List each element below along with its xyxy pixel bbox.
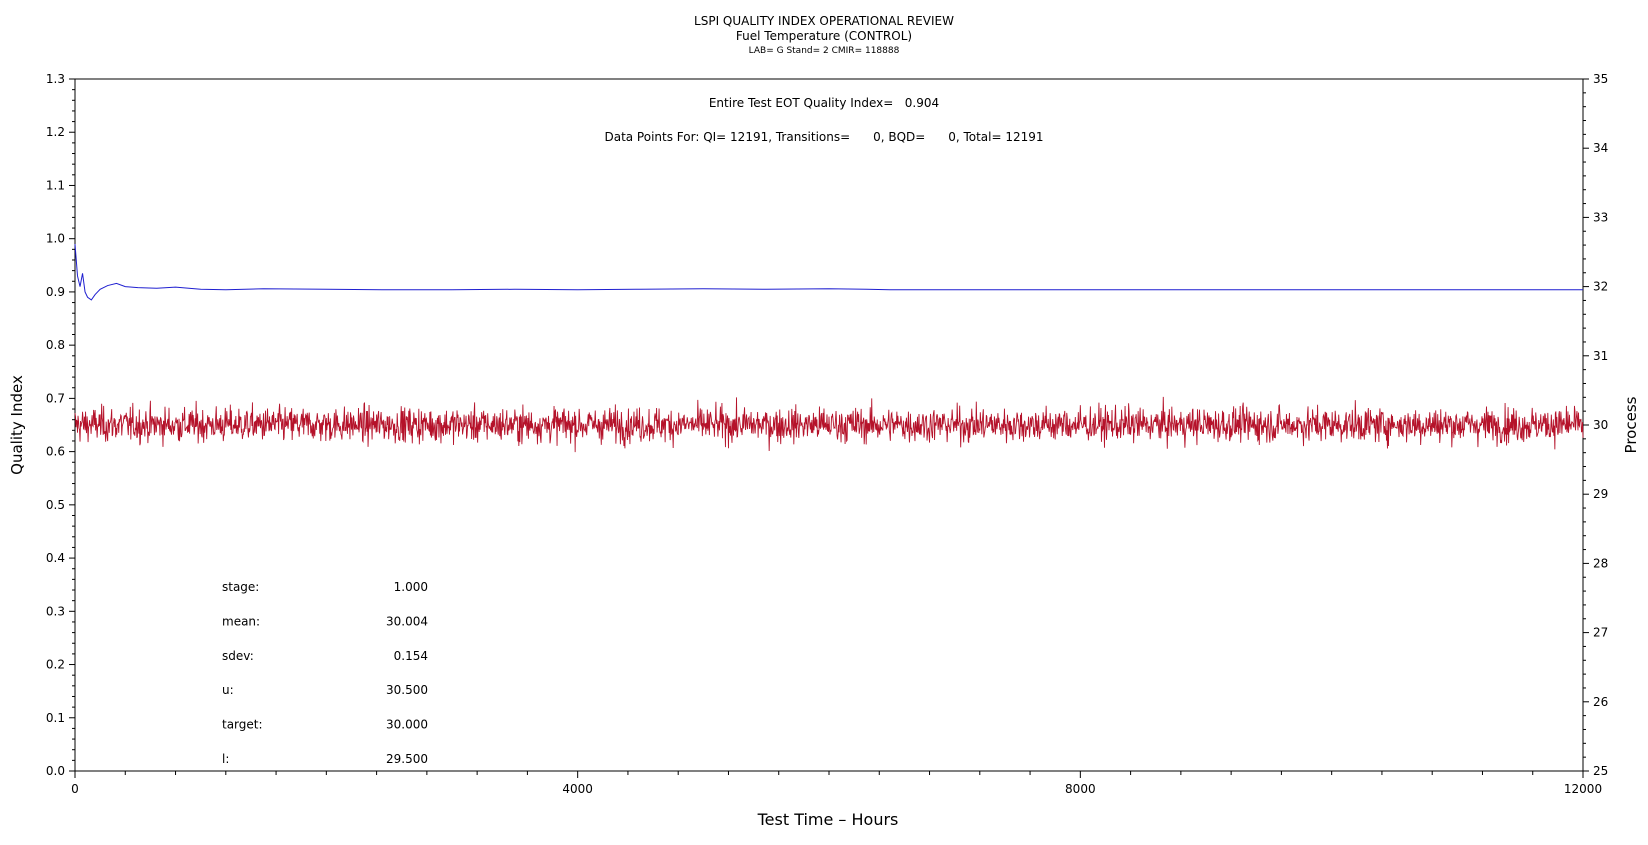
y-tick-label: 0.1 xyxy=(46,711,65,725)
x-tick-label: 0 xyxy=(71,782,79,796)
stat-label: l: xyxy=(222,752,229,766)
stat-label: target: xyxy=(222,718,263,732)
chart-subtitle: Fuel Temperature (CONTROL) xyxy=(736,29,912,43)
y2-tick-label: 29 xyxy=(1593,487,1608,501)
chart-subtitle-stand: LAB= G Stand= 2 CMIR= 118888 xyxy=(749,46,900,56)
y-tick-label: 0.0 xyxy=(46,764,65,778)
y-tick-label: 1.1 xyxy=(46,178,65,192)
stat-value: 0.154 xyxy=(394,649,428,663)
x-axis: 0 4000 8000 12000 xyxy=(71,771,1602,796)
y-tick-label: 0.8 xyxy=(46,338,65,352)
y2-tick-label: 30 xyxy=(1593,418,1608,432)
quality-index-trace xyxy=(74,243,1583,301)
stat-value: 30.004 xyxy=(386,614,428,628)
y2-tick-label: 34 xyxy=(1593,141,1608,155)
x-axis-label: Test Time – Hours xyxy=(757,810,899,829)
y2-tick-label: 32 xyxy=(1593,280,1608,294)
stat-label: mean: xyxy=(222,614,260,628)
y-tick-label: 1.2 xyxy=(46,125,65,139)
process-trace xyxy=(74,396,1584,453)
y-tick-label: 0.2 xyxy=(46,658,65,672)
stats-block: stage: 1.000 mean: 30.004 sdev: 0.154 u: 30.500… xyxy=(222,580,428,766)
series-process-line xyxy=(74,396,1584,453)
annotation-eot-quality-index: Entire Test EOT Quality Index= 0.904 xyxy=(709,96,939,110)
y-tick-label: 1.0 xyxy=(46,232,65,246)
y-tick-label: 0.9 xyxy=(46,285,65,299)
x-tick-label: 8000 xyxy=(1065,782,1096,796)
y2-axis-label: Process xyxy=(1622,396,1640,453)
y-axis-label: Quality Index xyxy=(8,375,26,475)
y-tick-label: 0.7 xyxy=(46,391,65,405)
y2-tick-label: 31 xyxy=(1593,349,1608,363)
stat-value: 1.000 xyxy=(394,580,428,594)
y-axis-left: 0.0 0.1 0.2 0.3 0.4 0.5 0.6 0.7 0.8 0.9 1.0 1.1 1.2 1… xyxy=(46,72,75,778)
y2-tick-label: 26 xyxy=(1593,695,1608,709)
stat-value: 29.500 xyxy=(386,752,428,766)
y-tick-label: 1.3 xyxy=(46,72,65,86)
chart-title: LSPI QUALITY INDEX OPERATIONAL REVIEW xyxy=(694,14,954,28)
series-quality-index-line xyxy=(74,243,1583,301)
stat-label: sdev: xyxy=(222,649,254,663)
y-tick-label: 0.4 xyxy=(46,551,65,565)
y-tick-label: 0.6 xyxy=(46,445,65,459)
y-tick-label: 0.3 xyxy=(46,604,65,618)
y2-tick-label: 35 xyxy=(1593,72,1608,86)
y-axis-right: 25 26 27 28 29 30 31 32 33 34 35 xyxy=(1583,72,1608,778)
stat-label: u: xyxy=(222,683,234,697)
annotation-data-points: Data Points For: QI= 12191, Transitions=… xyxy=(604,130,1043,144)
x-tick-label: 4000 xyxy=(562,782,593,796)
y2-tick-label: 28 xyxy=(1593,556,1608,570)
x-tick-label: 12000 xyxy=(1564,782,1602,796)
stat-label: stage: xyxy=(222,580,259,594)
stat-value: 30.500 xyxy=(386,683,428,697)
y2-tick-label: 25 xyxy=(1593,764,1608,778)
stat-value: 30.000 xyxy=(386,718,428,732)
y2-tick-label: 33 xyxy=(1593,210,1608,224)
y-tick-label: 0.5 xyxy=(46,498,65,512)
y2-tick-label: 27 xyxy=(1593,626,1608,640)
